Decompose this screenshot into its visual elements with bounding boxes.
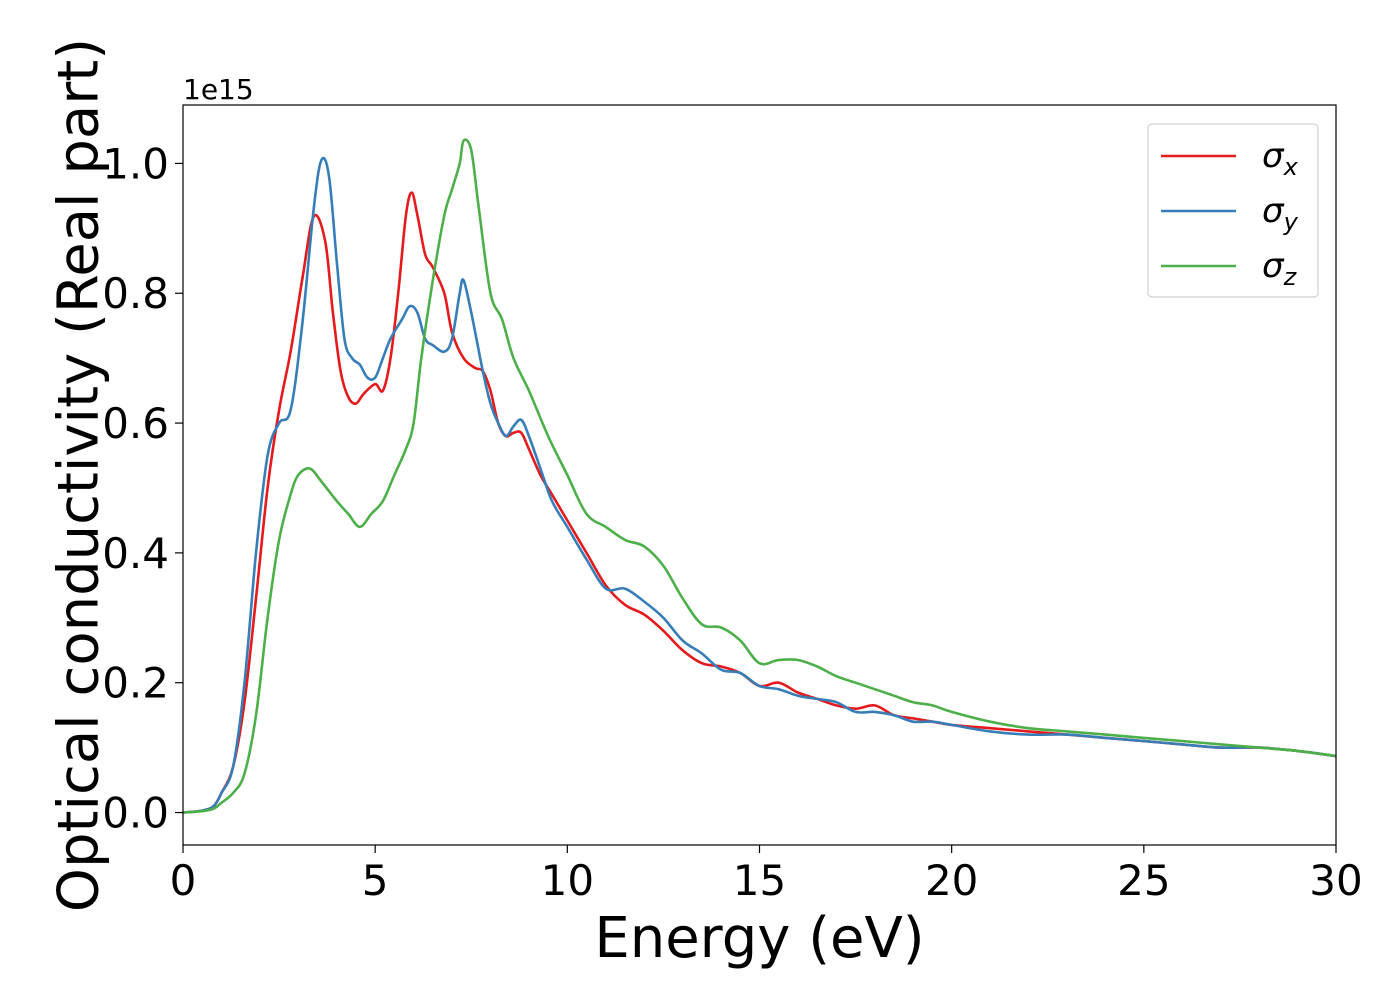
x-tick-label: 15 xyxy=(733,856,786,905)
y-tick-label: 0.8 xyxy=(102,269,169,318)
x-tick-label: 20 xyxy=(925,856,978,905)
series-layer xyxy=(183,138,1336,814)
legend-label-sigma-z: σz xyxy=(1262,246,1298,291)
x-tick-label: 0 xyxy=(170,856,197,905)
x-tick-label: 5 xyxy=(362,856,389,905)
x-tick-label: 30 xyxy=(1309,856,1362,905)
y-tick-label: 0.6 xyxy=(102,399,169,448)
x-axis-label: Energy (eV) xyxy=(594,906,924,971)
legend: σx σy σz xyxy=(1147,123,1319,298)
y-axis-label: Optical conductivity (Real part) xyxy=(47,38,112,912)
y-tick-label: 1.0 xyxy=(102,139,169,188)
y-tick-label: 0.2 xyxy=(102,659,169,708)
x-tick-label: 10 xyxy=(541,856,594,905)
series-line-sigma-z xyxy=(183,138,1336,814)
series-line-sigma-y xyxy=(183,156,1336,814)
legend-label-sigma-x: σx xyxy=(1262,136,1299,181)
y-offset-label: 1e15 xyxy=(183,73,254,106)
x-tick-label: 25 xyxy=(1117,856,1170,905)
y-axis: 0.0 0.2 0.4 0.6 0.8 1.0 xyxy=(102,139,183,838)
x-axis: 0 5 10 15 20 25 30 xyxy=(170,845,1363,905)
y-tick-label: 0.0 xyxy=(102,789,169,838)
legend-label-sigma-y: σy xyxy=(1262,191,1299,236)
y-tick-label: 0.4 xyxy=(102,529,169,578)
